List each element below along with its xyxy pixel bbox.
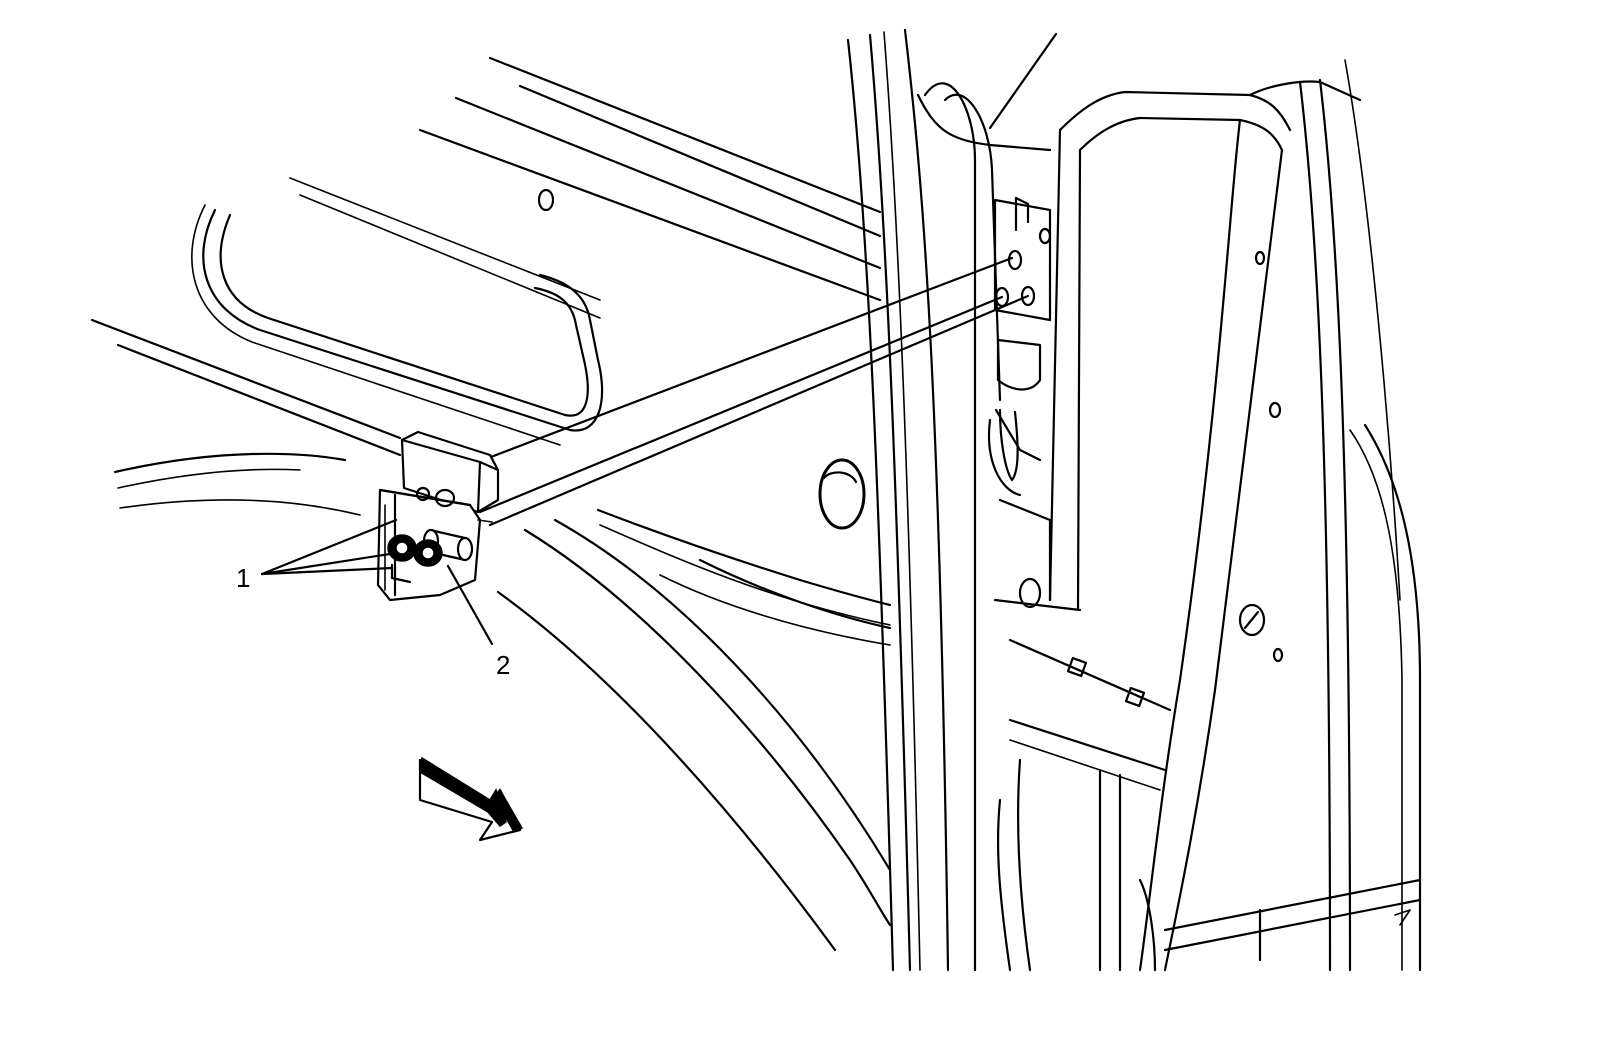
callout-1: 1 xyxy=(236,518,398,593)
alignment-lines xyxy=(468,256,1030,527)
bolt-icon xyxy=(387,534,417,562)
access-hole-icon xyxy=(818,458,866,530)
quarter-panel-curves xyxy=(113,452,892,952)
view-direction-arrow-icon xyxy=(418,756,524,842)
roof-hole-icon xyxy=(537,188,555,212)
roof-panel xyxy=(90,56,882,457)
callout-label-1: 1 xyxy=(236,563,250,593)
callout-2: 2 xyxy=(446,564,510,680)
door-bracket-assembly xyxy=(376,430,500,602)
callout-label-2: 2 xyxy=(496,650,510,680)
door-pillar xyxy=(846,28,1422,972)
bolt-icon xyxy=(413,539,443,567)
